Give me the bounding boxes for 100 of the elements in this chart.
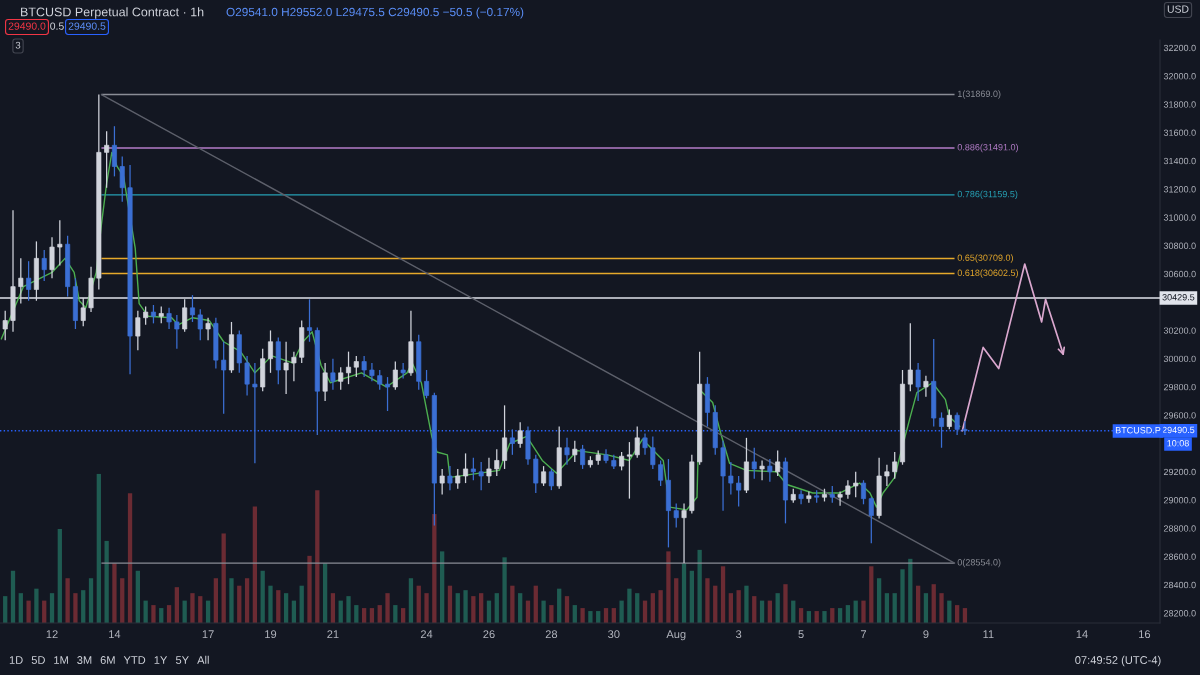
candlestick: [41, 249, 47, 282]
bar: [408, 578, 414, 623]
x-tick-label: 11: [983, 630, 994, 638]
bar: [915, 585, 921, 623]
candlestick: [634, 425, 640, 459]
bar: [463, 590, 468, 623]
candlestick: [486, 457, 492, 484]
bar: [3, 596, 8, 623]
text: USD: [1167, 5, 1189, 13]
candlestick: [884, 464, 890, 487]
bar: [541, 600, 546, 623]
y-tick-label: 29800.0: [1163, 383, 1196, 391]
bar: [564, 596, 570, 623]
bar: [900, 569, 905, 623]
candlestick: [26, 260, 32, 302]
bar: [120, 578, 125, 623]
candlestick: [470, 457, 476, 481]
candlestick: [111, 125, 117, 178]
candlestick: [385, 376, 391, 412]
bar: [479, 593, 484, 623]
bar: [276, 590, 281, 623]
candlestick: [907, 322, 913, 392]
candlestick: [377, 369, 383, 391]
candlestick: [923, 375, 929, 398]
bar: [315, 490, 320, 623]
x-tick-label: 16: [1139, 630, 1151, 639]
bar: [635, 593, 640, 623]
candlestick: [517, 421, 523, 449]
candlestick: [798, 489, 804, 505]
bar: [720, 566, 726, 623]
candlestick: [221, 341, 227, 415]
candlestick: [307, 298, 312, 343]
y-tick-label: 30800.0: [1163, 242, 1196, 249]
candlestick: [642, 432, 648, 456]
bar: [88, 578, 94, 623]
y-tick-label: 30200.0: [1163, 327, 1196, 334]
bar: [198, 596, 203, 623]
bar: [869, 566, 874, 623]
candlestick: [135, 310, 141, 351]
bar: [26, 600, 31, 623]
candlestick: [150, 304, 156, 324]
bar: [346, 596, 351, 623]
candlestick: [104, 130, 110, 189]
candlestick: [322, 362, 328, 402]
candlestick: [291, 351, 297, 382]
chart-title: BTCUSD Perpetual Contract · 1h: [21, 7, 204, 19]
candlestick: [564, 437, 570, 466]
candlestick: [775, 449, 781, 477]
text: 0.5: [50, 22, 64, 30]
x-tick-label: 14: [109, 630, 121, 638]
bar: [471, 596, 476, 623]
annotation: 3: [15, 41, 21, 49]
bar: [49, 593, 55, 623]
bar: [447, 585, 453, 623]
x-tick-label: 26: [483, 630, 495, 639]
bar: [502, 557, 507, 623]
text: 1D 5D 1M 3M 6M YTD 1Y 5Y All: [9, 655, 209, 664]
bar: [151, 605, 156, 623]
y-tick-label: 30000.0: [1163, 355, 1196, 363]
x-tick-label: 19: [265, 630, 277, 639]
x-tick-label: 30: [608, 630, 620, 639]
candlestick: [767, 458, 773, 483]
bar: [104, 540, 109, 623]
candlestick: [80, 297, 86, 327]
x-tick-label: 24: [420, 630, 433, 638]
ref-line-label: 30429.5: [1162, 294, 1195, 301]
candlestick: [572, 440, 578, 463]
candlestick: [189, 294, 195, 323]
candlestick: [244, 355, 250, 397]
candlestick: [868, 496, 874, 544]
ref-line-label: 29490.5: [1162, 426, 1195, 434]
bar: [18, 593, 23, 623]
y-tick-label: 29000.0: [1163, 497, 1196, 504]
x-tick-label: 21: [327, 630, 339, 638]
y-tick-label: 31200.0: [1163, 186, 1196, 193]
bar: [322, 563, 328, 623]
candlestick: [330, 358, 336, 391]
bar: [494, 593, 499, 623]
y-tick-label: 30600.0: [1163, 270, 1196, 278]
candlestick: [619, 451, 625, 471]
annotation: BTCUSD.P: [1115, 427, 1161, 434]
candlestick: [447, 465, 453, 491]
bar: [135, 570, 140, 623]
bar: [127, 493, 133, 623]
candlestick: [650, 435, 656, 470]
y-tick-label: 31000.0: [1163, 214, 1196, 221]
ref-line-label: 0.65(30709.0): [957, 254, 1013, 263]
bar: [330, 593, 336, 623]
candlestick: [681, 502, 687, 564]
candlestick: [197, 308, 203, 341]
bar: [822, 611, 827, 623]
bar: [713, 585, 718, 623]
bar: [939, 593, 944, 623]
candlestick: [353, 355, 359, 378]
text: 29490.5: [68, 22, 106, 30]
y-tick-label: 32200.0: [1163, 44, 1196, 52]
bar: [650, 593, 655, 623]
y-tick-label: 32000.0: [1163, 73, 1196, 80]
x-tick-label: 3: [735, 630, 742, 639]
y-tick-label: 28400.0: [1163, 581, 1196, 589]
